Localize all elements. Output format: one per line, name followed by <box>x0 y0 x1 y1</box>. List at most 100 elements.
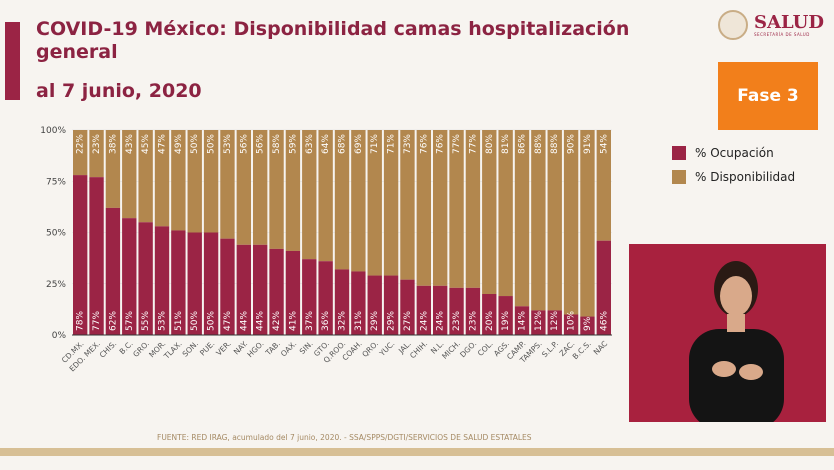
data-label-disponibilidad: 73% <box>403 134 413 154</box>
bar-ocupacion <box>73 175 88 335</box>
bar-disponibilidad <box>285 130 301 251</box>
source-footer: FUENTE: RED IRAG, acumulado del 7 junio,… <box>157 433 532 442</box>
data-label-ocupacion: 29% <box>370 311 380 331</box>
bar-ocupacion <box>367 275 382 335</box>
bar-ocupacion <box>302 259 317 335</box>
x-tick-label: YUC. <box>377 339 397 359</box>
data-label-ocupacion: 23% <box>468 311 478 331</box>
data-label-disponibilidad: 43% <box>125 134 135 154</box>
bar-disponibilidad <box>465 130 481 288</box>
bar-disponibilidad <box>89 130 104 178</box>
data-label-ocupacion: 57% <box>125 311 135 331</box>
bar-ocupacion <box>400 279 415 335</box>
phase-badge: Fase 3 <box>718 62 818 130</box>
bar-ocupacion <box>318 261 333 335</box>
data-label-ocupacion: 42% <box>272 311 282 331</box>
bar-disponibilidad <box>400 130 415 280</box>
bar-ocupacion <box>596 240 611 335</box>
bar-ocupacion <box>285 250 301 335</box>
bottom-band <box>0 448 834 456</box>
bar-ocupacion <box>531 310 546 335</box>
data-label-ocupacion: 23% <box>452 311 462 331</box>
data-label-ocupacion: 31% <box>354 311 364 331</box>
bar-ocupacion <box>449 287 464 335</box>
data-label-ocupacion: 20% <box>485 311 495 331</box>
legend-item-ocupacion: % Ocupación <box>672 146 795 160</box>
bar-disponibilidad <box>449 130 464 288</box>
data-label-ocupacion: 50% <box>190 311 200 331</box>
data-label-ocupacion: 37% <box>305 311 315 331</box>
bar-ocupacion <box>334 269 350 335</box>
bar-disponibilidad <box>318 130 333 262</box>
data-label-disponibilidad: 56% <box>256 134 266 154</box>
data-label-ocupacion: 55% <box>141 311 151 331</box>
data-label-ocupacion: 50% <box>207 311 217 331</box>
bar-ocupacion <box>187 232 202 335</box>
bar-ocupacion <box>498 296 513 335</box>
bar-disponibilidad <box>253 130 268 245</box>
bar-ocupacion <box>89 177 104 335</box>
data-label-ocupacion: 41% <box>288 311 298 331</box>
bar-disponibilidad <box>596 130 611 241</box>
chart-legend: % Ocupación % Disponibilidad <box>672 146 795 194</box>
data-label-ocupacion: 12% <box>550 311 560 331</box>
data-label-ocupacion: 19% <box>501 311 511 331</box>
bar-disponibilidad <box>580 130 595 317</box>
data-label-disponibilidad: 68% <box>338 134 348 154</box>
bar-ocupacion <box>465 287 481 335</box>
x-tick-label: GRO. <box>131 339 151 359</box>
bar-ocupacion <box>514 306 530 335</box>
data-label-disponibilidad: 69% <box>354 134 364 154</box>
accent-stripe <box>5 22 20 100</box>
bar-ocupacion <box>547 310 562 335</box>
bar-disponibilidad <box>351 130 366 272</box>
data-label-ocupacion: 62% <box>108 311 118 331</box>
bar-ocupacion <box>253 244 268 335</box>
data-label-disponibilidad: 77% <box>468 134 478 154</box>
x-tick-label: COL. <box>476 339 495 358</box>
data-label-ocupacion: 27% <box>403 311 413 331</box>
page-title: COVID-19 México: Disponibilidad camas ho… <box>36 18 630 63</box>
x-tick-label: VER. <box>214 339 233 358</box>
bar-ocupacion <box>383 275 399 335</box>
data-label-ocupacion: 44% <box>239 311 249 331</box>
bar-ocupacion <box>580 316 595 335</box>
y-tick-label: 75% <box>46 177 66 187</box>
data-label-disponibilidad: 58% <box>272 134 282 154</box>
bar-disponibilidad <box>547 130 562 311</box>
data-label-ocupacion: 32% <box>338 311 348 331</box>
data-label-disponibilidad: 76% <box>419 134 429 154</box>
bar-disponibilidad <box>138 130 153 223</box>
bar-ocupacion <box>236 244 251 335</box>
data-label-ocupacion: 44% <box>256 311 266 331</box>
legend-swatch <box>672 170 686 184</box>
bar-disponibilidad <box>416 130 431 286</box>
data-label-disponibilidad: 80% <box>485 134 495 154</box>
bar-ocupacion <box>203 232 219 335</box>
data-label-ocupacion: 14% <box>518 311 528 331</box>
data-label-disponibilidad: 50% <box>207 134 217 154</box>
bar-ocupacion <box>351 271 366 335</box>
data-label-disponibilidad: 91% <box>583 134 593 154</box>
data-label-disponibilidad: 38% <box>108 134 118 154</box>
y-tick-label: 50% <box>46 229 66 239</box>
page-subtitle: al 7 junio, 2020 <box>36 80 202 102</box>
bar-disponibilidad <box>482 130 497 294</box>
data-label-disponibilidad: 56% <box>239 134 249 154</box>
bar-disponibilidad <box>563 130 579 315</box>
legend-item-disponibilidad: % Disponibilidad <box>672 170 795 184</box>
bar-ocupacion <box>171 230 186 335</box>
x-tick-label: HGO. <box>245 339 265 359</box>
x-tick-label: CHIS. <box>98 339 119 360</box>
logo-text: SALUD <box>754 11 824 33</box>
data-label-disponibilidad: 50% <box>190 134 200 154</box>
bar-ocupacion <box>563 314 579 335</box>
x-tick-label: SON. <box>181 339 201 359</box>
bar-disponibilidad <box>514 130 530 307</box>
data-label-disponibilidad: 88% <box>534 134 544 154</box>
data-label-disponibilidad: 76% <box>436 134 446 154</box>
data-label-ocupacion: 51% <box>174 311 184 331</box>
data-label-disponibilidad: 23% <box>92 134 102 154</box>
data-label-disponibilidad: 90% <box>567 134 577 154</box>
bar-disponibilidad <box>498 130 513 297</box>
